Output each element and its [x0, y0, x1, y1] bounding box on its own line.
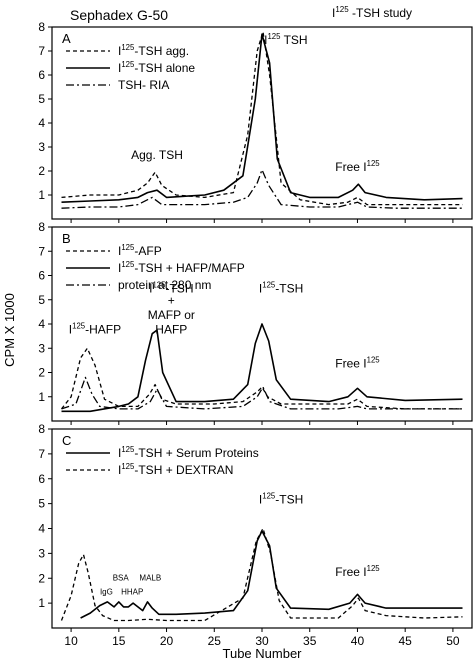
legend-label: protein at 280 nm: [118, 278, 211, 292]
legend-label: I125-TSH + DEXTRAN: [118, 462, 233, 477]
y-tick-label: 7: [38, 44, 45, 58]
legend-label: I125-TSH agg.: [118, 43, 189, 58]
series-line-dashed: [60, 347, 463, 410]
x-tick-label: 20: [160, 634, 174, 648]
y-tick-label: 1: [38, 188, 45, 202]
panel-letter: B: [62, 231, 71, 246]
y-tick-label: 3: [38, 341, 45, 355]
figure-title: Sephadex G-50: [70, 7, 168, 23]
annotation-label: MAFP or: [148, 308, 195, 322]
series-line-solid: [61, 323, 463, 413]
x-tick-label: 35: [303, 634, 317, 648]
legend-label: I125-TSH alone: [118, 60, 195, 75]
x-tick-label: 10: [64, 634, 78, 648]
annotation-label: Agg. TSH: [131, 148, 183, 162]
annotation-label: Free I125: [335, 356, 380, 371]
y-tick-label: 1: [38, 390, 45, 404]
annotation-label: I125-HAFP: [69, 322, 121, 337]
annotation-label: I125-TSH: [149, 280, 193, 295]
series-line-dashed: [60, 527, 463, 622]
annotation-label: HAFP: [155, 323, 187, 337]
y-tick-label: 2: [38, 366, 45, 380]
annotation-label: HHAP: [121, 587, 143, 596]
y-tick-label: 5: [38, 497, 45, 511]
legend-label: TSH- RIA: [118, 78, 169, 92]
y-tick-label: 2: [38, 571, 45, 585]
y-tick-label: 6: [38, 269, 45, 283]
y-tick-label: 7: [38, 447, 45, 461]
figure-subtitle: I125 -TSH study: [332, 5, 412, 20]
series-line-dashed: [61, 31, 463, 206]
panel-A: A 1 2 3 4 5 6 7 8 I125-TSH agg. I125-TSH alone TSH-…: [38, 20, 473, 223]
annotation-label: MALB: [139, 574, 161, 583]
annotation-label: I125-TSH: [259, 280, 303, 295]
x-tick-label: 15: [112, 634, 126, 648]
series-line-solid: [80, 530, 463, 619]
x-tick-label: 50: [446, 634, 460, 648]
panel-letter: C: [62, 433, 71, 448]
legend-label: I125-TSH + HAFP/MAFP: [118, 260, 245, 275]
annotation-label: IgG: [100, 587, 113, 596]
y-tick-label: 3: [38, 546, 45, 560]
y-tick-label: 6: [38, 68, 45, 82]
y-tick-label: 1: [38, 596, 45, 610]
x-tick-label: 30: [255, 634, 269, 648]
panel-frame: [51, 26, 473, 220]
series-line-dashdot: [61, 376, 463, 410]
panel-frame: [51, 428, 473, 629]
y-tick-label: 8: [38, 20, 45, 34]
legend-label: I125-AFP: [118, 243, 162, 258]
y-tick-label: 8: [38, 220, 45, 234]
annotation-label: BSA: [113, 574, 130, 583]
annotation-label: I125-TSH: [259, 492, 303, 507]
y-tick-label: 5: [38, 293, 45, 307]
series-line-solid: [61, 33, 463, 203]
y-tick-label: 3: [38, 140, 45, 154]
annotation-label: Free I125: [335, 159, 380, 174]
legend-label: I125-TSH + Serum Proteins: [118, 445, 259, 460]
y-tick-label: 8: [38, 422, 45, 436]
annotation-label: Free I125: [335, 564, 380, 579]
annotation-label: +: [168, 294, 175, 308]
y-tick-label: 5: [38, 92, 45, 106]
y-tick-label: 6: [38, 472, 45, 486]
x-tick-label: 40: [351, 634, 365, 648]
y-tick-label: 4: [38, 522, 45, 536]
y-tick-label: 4: [38, 317, 45, 331]
y-tick-label: 7: [38, 244, 45, 258]
x-tick-label: 25: [208, 634, 222, 648]
y-tick-label: 2: [38, 164, 45, 178]
panel-letter: A: [62, 31, 71, 46]
annotation-label: I125 TSH: [264, 32, 307, 47]
series-line-dashdot: [61, 169, 463, 209]
y-tick-label: 4: [38, 116, 45, 130]
y-axis-label: CPM X 1000: [2, 293, 17, 367]
x-axis-label: Tube Number: [223, 646, 303, 661]
x-tick-label: 45: [399, 634, 413, 648]
panel-B: B 1 2 3 4 5 6 7 8 I125-AFP I125-TSH + HAFP/MAFP pro…: [38, 220, 473, 425]
